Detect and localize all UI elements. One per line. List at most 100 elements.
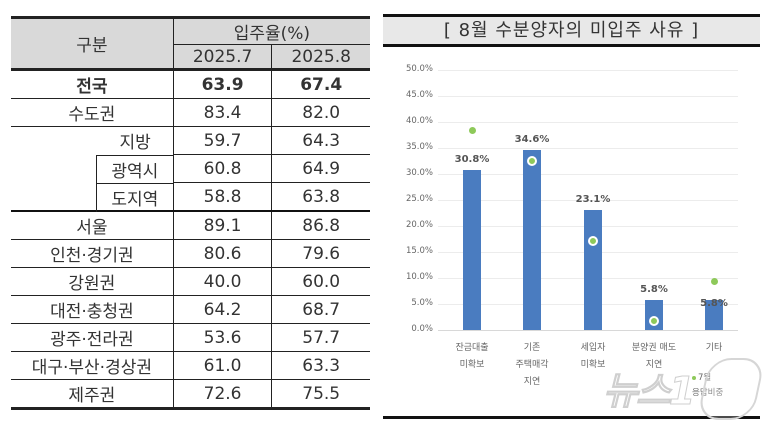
row-value-aug: 64.3 bbox=[271, 126, 370, 155]
row-value-jul: 58.8 bbox=[172, 182, 272, 212]
row-value-aug: 63.3 bbox=[271, 351, 370, 380]
occupancy-rate-table: 구분 입주율(%) 2025.7 2025.8 전국 63.9 67.4 수도권… bbox=[11, 16, 370, 410]
grid-line bbox=[438, 148, 738, 149]
row-value-jul: 53.6 bbox=[172, 323, 272, 352]
row-label-cell: 도지역 bbox=[11, 182, 174, 212]
row-value-aug: 57.7 bbox=[271, 323, 370, 352]
table-row: 강원권 40.0 60.0 bbox=[11, 267, 370, 296]
bar-value-label: 34.6% bbox=[514, 134, 550, 146]
x-axis-label: 분양권 매도 지연 bbox=[631, 343, 677, 370]
y-axis-tick: 30.0% bbox=[405, 168, 433, 178]
july-marker-dot-icon bbox=[649, 316, 659, 327]
table-row: 도지역 58.8 63.8 bbox=[11, 182, 370, 212]
x-axis-label: 기존 주택매각 지연 bbox=[515, 343, 549, 387]
row-value-jul: 72.6 bbox=[172, 379, 272, 410]
x-axis-label: 기타 bbox=[705, 343, 723, 353]
july-marker-dot-icon bbox=[710, 277, 718, 285]
row-label: 수도권 bbox=[11, 98, 174, 127]
chart-title: [ 8월 수분양자의 미입주 사유 ] bbox=[383, 14, 760, 47]
row-label: 전국 bbox=[11, 69, 174, 99]
bar-value-label: 5.8% bbox=[700, 297, 728, 309]
x-axis-label: 잔금대출 미확보 bbox=[455, 343, 489, 370]
bar bbox=[584, 209, 602, 330]
table-row: 대구·부산·경상권 61.0 63.3 bbox=[11, 351, 370, 380]
row-value-aug: 63.8 bbox=[271, 182, 370, 212]
grid-line bbox=[438, 70, 738, 71]
x-axis-label: 세입자 미확보 bbox=[580, 343, 606, 370]
bar-value-label: 5.8% bbox=[640, 283, 668, 295]
july-marker-dot-icon bbox=[468, 127, 476, 135]
row-value-jul: 64.2 bbox=[172, 295, 272, 324]
bar-value-label: 30.8% bbox=[454, 153, 490, 165]
row-label: 대구·부산·경상권 bbox=[11, 351, 174, 380]
row-value-aug: 82.0 bbox=[271, 98, 370, 127]
row-value-aug: 67.4 bbox=[271, 69, 370, 99]
chart-bottom-rule bbox=[383, 416, 760, 419]
row-value-aug: 68.7 bbox=[271, 295, 370, 324]
row-value-jul: 61.0 bbox=[172, 351, 272, 380]
y-axis-tick: 0.0% bbox=[411, 324, 433, 334]
table-row: 전국 63.9 67.4 bbox=[11, 69, 370, 99]
legend-dot-icon bbox=[692, 375, 696, 380]
row-label: 서울 bbox=[11, 211, 174, 240]
row-value-aug: 79.6 bbox=[271, 239, 370, 268]
row-label: 도지역 bbox=[96, 182, 173, 212]
y-axis-tick: 25.0% bbox=[405, 194, 433, 204]
row-label: 지방 bbox=[119, 133, 151, 154]
header-2025-7: 2025.7 bbox=[172, 44, 272, 71]
row-label: 광주·전라권 bbox=[11, 323, 174, 352]
row-value-aug: 75.5 bbox=[271, 379, 370, 410]
table-row: 광역시 60.8 64.9 bbox=[11, 154, 370, 184]
row-value-aug: 86.8 bbox=[271, 211, 370, 240]
non-occupancy-reasons-chart: [ 8월 수분양자의 미입주 사유 ] 50.0% 45.0% 40.0% 35.0%… bbox=[383, 14, 760, 419]
y-axis-tick: 35.0% bbox=[405, 142, 433, 152]
bar bbox=[705, 299, 723, 330]
chart-plot-area: 50.0% 45.0% 40.0% 35.0% 30.0% 25.0% 20.0% 15.0%… bbox=[383, 14, 760, 419]
row-value-jul: 60.8 bbox=[172, 154, 272, 183]
y-axis-tick: 20.0% bbox=[405, 220, 433, 230]
row-value-jul: 89.1 bbox=[172, 211, 272, 240]
table-row: 지방 59.7 64.3 bbox=[11, 126, 370, 155]
grid-line bbox=[438, 174, 738, 175]
table-row: 광주·전라권 53.6 57.7 bbox=[11, 323, 370, 352]
row-value-aug: 64.9 bbox=[271, 154, 370, 183]
row-value-aug: 60.0 bbox=[271, 267, 370, 296]
row-value-jul: 40.0 bbox=[172, 267, 272, 296]
row-label: 대전·충청권 bbox=[11, 295, 174, 324]
row-label: 강원권 bbox=[11, 267, 174, 296]
bar bbox=[523, 150, 541, 330]
header-category: 구분 bbox=[11, 16, 174, 71]
y-axis-tick: 5.0% bbox=[411, 298, 433, 308]
row-label: 제주권 bbox=[11, 379, 174, 410]
row-label-cell: 광역시 bbox=[11, 154, 173, 184]
header-2025-8: 2025.8 bbox=[271, 44, 370, 71]
grid-line bbox=[438, 122, 738, 123]
y-axis-tick: 45.0% bbox=[405, 90, 433, 100]
table-row: 수도권 83.4 82.0 bbox=[11, 98, 370, 127]
y-axis-tick: 40.0% bbox=[405, 116, 433, 126]
table-row: 제주권 72.6 75.5 bbox=[11, 379, 370, 410]
grid-line bbox=[438, 330, 738, 331]
table-header-row-1: 구분 입주율(%) bbox=[11, 16, 370, 71]
y-axis-tick: 10.0% bbox=[405, 272, 433, 282]
bar-value-label: 23.1% bbox=[575, 193, 611, 205]
row-value-jul: 83.4 bbox=[172, 98, 272, 127]
table-row: 인천·경기권 80.6 79.6 bbox=[11, 239, 370, 268]
row-value-jul: 59.7 bbox=[172, 126, 272, 155]
grid-line bbox=[438, 96, 738, 97]
july-marker-dot-icon bbox=[588, 236, 598, 247]
row-value-jul: 63.9 bbox=[172, 69, 272, 99]
y-axis-tick: 50.0% bbox=[405, 64, 433, 74]
table-header-row-2: 2025.7 2025.8 bbox=[11, 44, 370, 71]
chart-legend: 7월 응답비중 bbox=[692, 371, 742, 401]
row-label: 광역시 bbox=[96, 154, 173, 184]
y-axis-tick: 15.0% bbox=[405, 246, 433, 256]
legend-item-response-share: 응답비중 bbox=[692, 388, 724, 398]
table-row: 대전·충청권 64.2 68.7 bbox=[11, 295, 370, 324]
bar bbox=[463, 169, 481, 330]
legend-item-july: 7월 bbox=[692, 371, 742, 386]
watermark-logo: 뉴스1 bbox=[602, 369, 695, 414]
grid-line bbox=[438, 200, 738, 201]
row-label: 인천·경기권 bbox=[11, 239, 174, 268]
table-row: 서울 89.1 86.8 bbox=[11, 211, 370, 240]
